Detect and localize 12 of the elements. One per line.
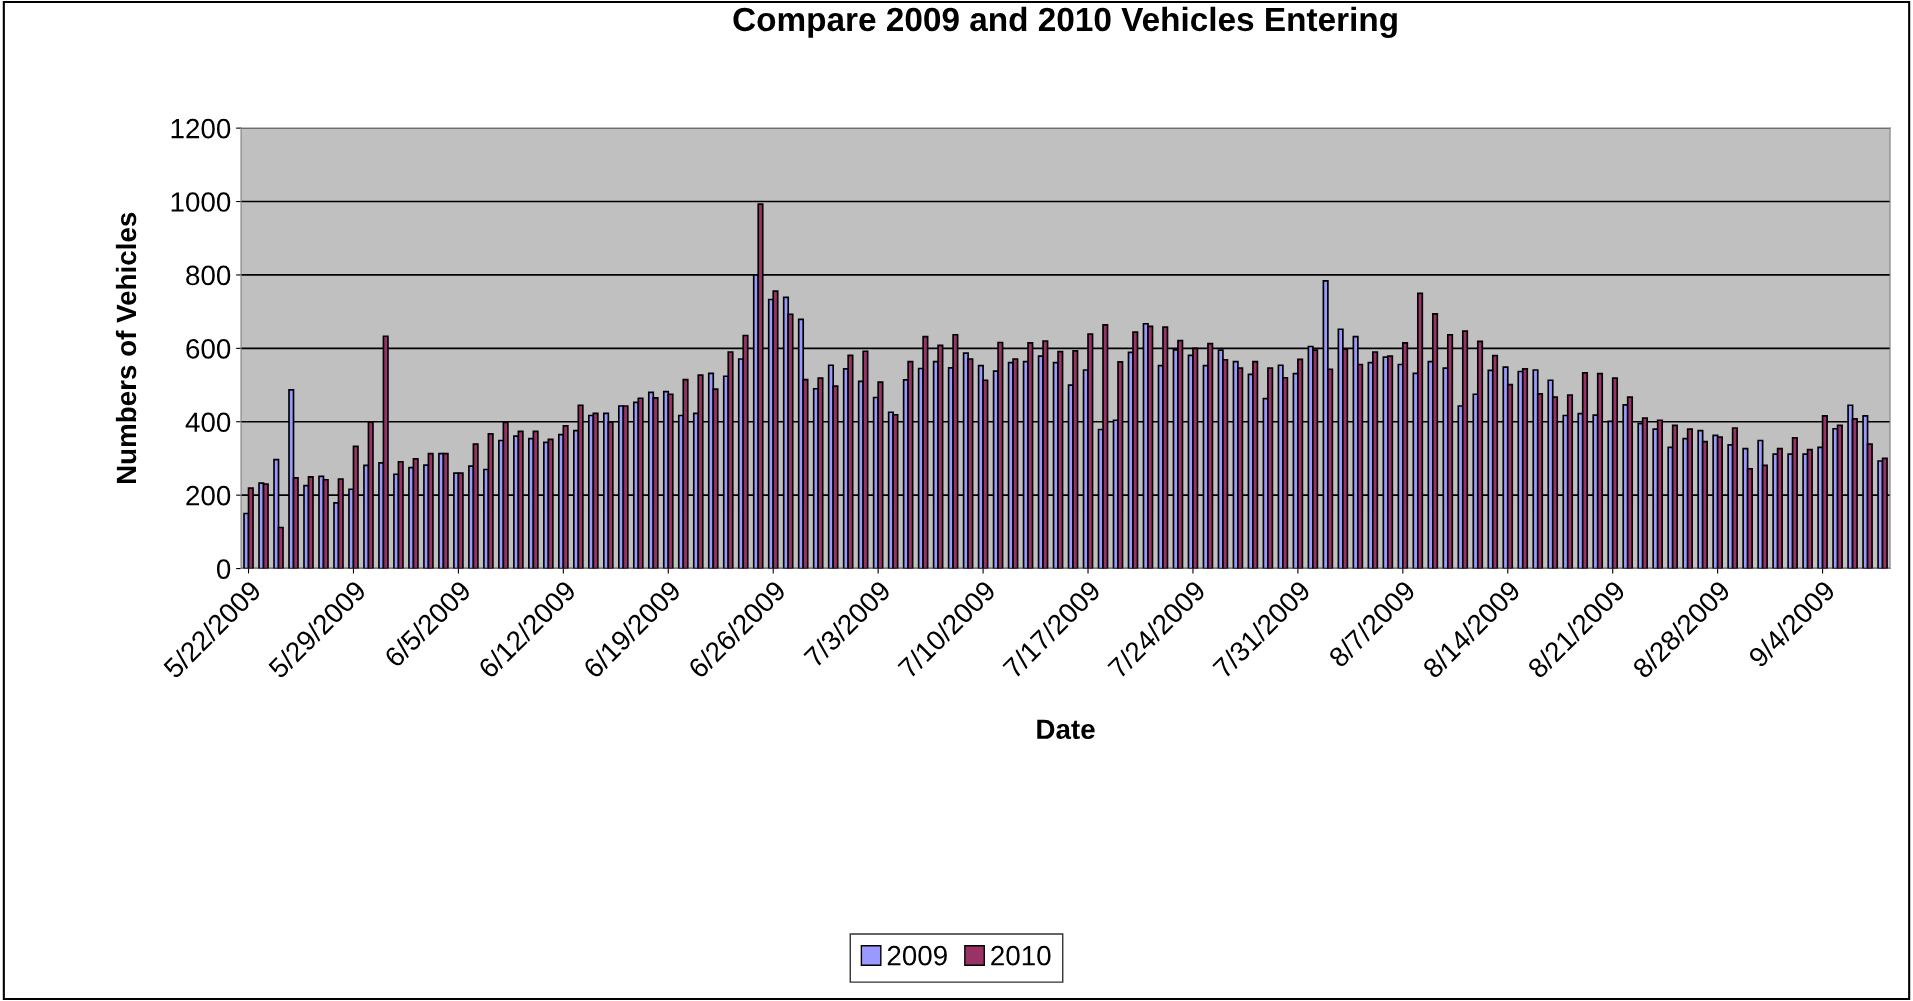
y-tick-label: 400 [185,412,231,433]
legend-label: 2010 [991,945,1051,966]
legend-label: 2009 [887,945,947,966]
y-axis-title: Numbers of Vehicles [115,212,137,484]
x-axis-title: Date [1037,719,1095,740]
y-tick-label: 0 [216,559,231,579]
y-tick-label: 1200 [171,118,231,139]
y-tick-label: 600 [186,339,231,359]
y-tick-label: 1000 [171,192,231,212]
y-tick-label: 800 [186,265,231,286]
chart-title: Compare 2009 and 2010 Vehicles Entering [733,6,1397,38]
y-tick-label: 200 [186,485,231,506]
